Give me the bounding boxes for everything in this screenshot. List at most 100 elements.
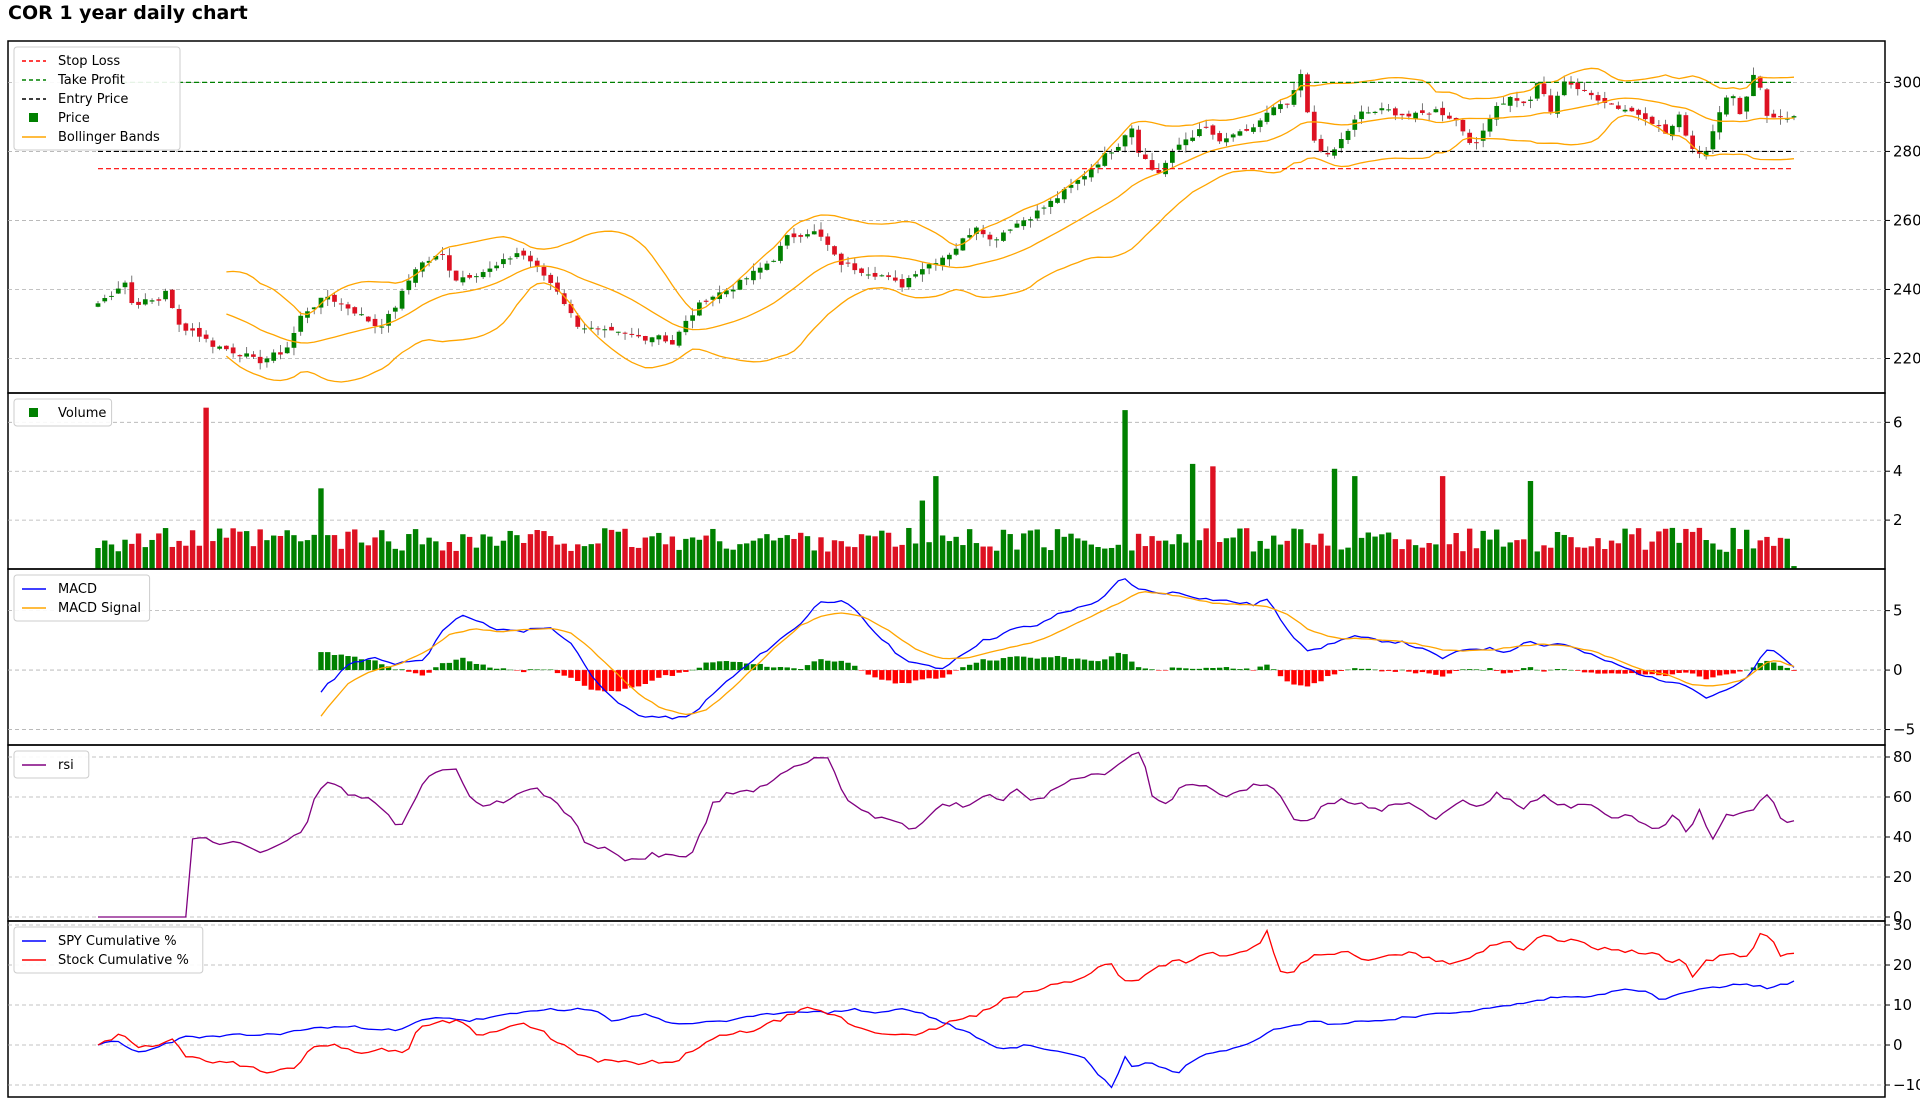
volume-bar: [919, 500, 926, 569]
price-candle: [1014, 223, 1020, 228]
volume-bar: [906, 527, 912, 569]
volume-bar: [318, 488, 324, 569]
price-candle: [467, 275, 472, 278]
price-candle: [1386, 109, 1391, 111]
volume-bar: [1575, 547, 1581, 569]
volume-bar: [149, 539, 155, 569]
price-candle: [352, 307, 358, 314]
price-candle: [1433, 109, 1439, 113]
volume-bar: [223, 537, 230, 569]
volume-bar: [372, 537, 378, 569]
macd-histogram-bar: [1554, 669, 1561, 671]
macd-histogram-bar: [1075, 658, 1081, 671]
macd-histogram-bar: [372, 660, 378, 671]
macd-histogram-bar: [453, 659, 459, 671]
rsi-line: [98, 751, 1795, 918]
volume-bar: [1656, 531, 1662, 569]
macd-histogram-bar: [1716, 670, 1723, 676]
price-candle: [879, 275, 885, 277]
volume-bar: [1216, 542, 1223, 569]
volume-bar: [595, 543, 601, 569]
macd-histogram-bar: [676, 670, 682, 673]
volume-bar: [473, 547, 480, 569]
macd-histogram-bar: [1115, 652, 1121, 671]
rsi-tick-label: 60: [1893, 788, 1912, 806]
volume-legend-label: Volume: [58, 406, 106, 421]
volume-bar: [1257, 540, 1263, 569]
price-candle: [1115, 146, 1121, 151]
price-candle: [1190, 137, 1195, 141]
volume-bar: [142, 547, 148, 569]
price-candle: [811, 231, 817, 235]
volume-bar: [1250, 551, 1257, 569]
volume-bar: [1223, 538, 1230, 569]
volume-bar: [1176, 534, 1182, 569]
price-candle: [1568, 81, 1574, 85]
price-candle: [669, 340, 675, 345]
price-candle: [892, 277, 898, 281]
volume-bar: [284, 530, 290, 569]
price-candle: [771, 260, 777, 262]
price-candle: [210, 340, 216, 347]
volume-bar: [1608, 540, 1615, 569]
rsi-tick-label: 40: [1893, 828, 1912, 846]
macd-histogram-bar: [487, 667, 493, 671]
volume-bar: [466, 536, 473, 569]
volume-bar: [1683, 528, 1689, 569]
volume-bar: [710, 528, 716, 569]
macd-histogram-bar: [1257, 666, 1263, 671]
macd-histogram-bar: [1629, 670, 1635, 674]
cumulative-tick-label: 10: [1893, 996, 1912, 1014]
price-candle: [251, 354, 256, 357]
price-tick-label: 220: [1893, 349, 1920, 367]
volume-bar: [811, 550, 817, 569]
price-candle: [1136, 129, 1141, 153]
volume-bar: [743, 543, 750, 569]
price-candle: [487, 268, 493, 272]
price-candle: [1521, 101, 1527, 104]
price-candle: [615, 331, 621, 333]
volume-bar: [966, 529, 973, 569]
volume-bar: [1689, 531, 1696, 569]
macd-histogram-bar: [1723, 670, 1730, 675]
price-candle: [1460, 119, 1466, 132]
macd-histogram-bar: [1703, 670, 1709, 680]
macd-histogram-bar: [912, 670, 919, 681]
volume-bar: [818, 537, 824, 569]
volume-bar: [845, 546, 851, 569]
volume-bar: [156, 533, 162, 569]
volume-bar: [102, 540, 108, 569]
volume-bar: [1629, 534, 1635, 569]
volume-bar: [352, 529, 358, 569]
volume-bar: [798, 532, 804, 569]
macd-histogram-bar: [919, 670, 926, 680]
macd-histogram-bar: [1183, 668, 1189, 671]
volume-bar: [804, 536, 811, 569]
macd-histogram-bar: [1744, 669, 1750, 671]
volume-bar: [1392, 539, 1399, 569]
price-candle: [1095, 164, 1101, 168]
price-candle: [724, 290, 729, 295]
price-tick-label: 260: [1893, 211, 1920, 229]
price-candle: [102, 298, 108, 302]
macd-histogram-bar: [1683, 670, 1689, 673]
macd-histogram-bar: [1007, 656, 1013, 671]
macd-histogram-bar: [358, 659, 365, 671]
volume-bar: [1291, 528, 1297, 569]
price-candle: [1447, 115, 1452, 119]
macd-histogram-bar: [439, 663, 446, 671]
volume-bar: [1696, 527, 1703, 569]
volume-bar: [406, 534, 412, 569]
volume-bar: [784, 535, 790, 569]
macd-histogram-bar: [642, 670, 649, 684]
volume-bar: [1318, 533, 1324, 569]
volume-bar: [885, 532, 892, 569]
volume-bar: [1352, 476, 1358, 569]
volume-bar: [115, 551, 121, 569]
price-candle: [1217, 133, 1223, 142]
price-candle: [1487, 118, 1493, 132]
macd-histogram-bar: [804, 665, 811, 671]
macd-histogram-bar: [1196, 668, 1203, 671]
volume-tick-label: 4: [1893, 462, 1903, 480]
volume-bar: [1162, 540, 1169, 569]
